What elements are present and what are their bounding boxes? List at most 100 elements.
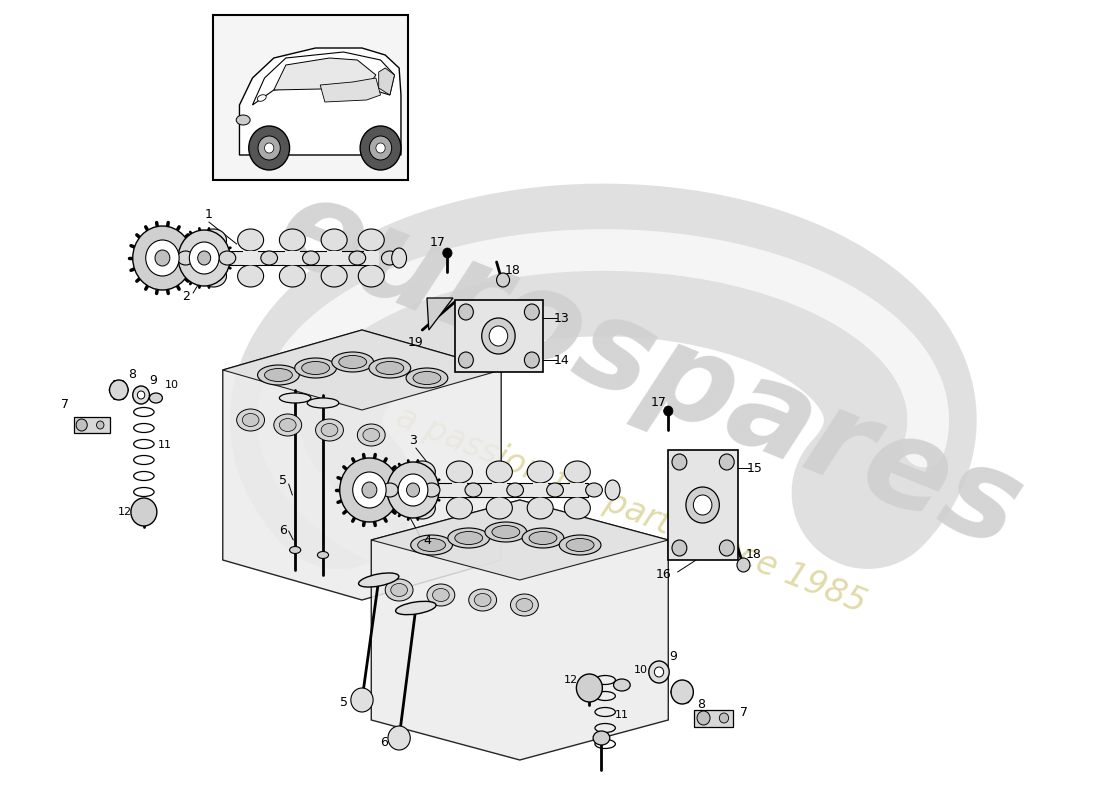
Text: 17: 17: [430, 237, 446, 250]
Circle shape: [155, 250, 169, 266]
Bar: [452, 483, 466, 497]
Ellipse shape: [516, 598, 532, 611]
Ellipse shape: [522, 528, 564, 548]
Circle shape: [76, 419, 87, 431]
Circle shape: [459, 304, 473, 320]
Ellipse shape: [274, 414, 301, 436]
Circle shape: [576, 674, 603, 702]
Circle shape: [693, 495, 712, 515]
Circle shape: [697, 711, 710, 725]
Ellipse shape: [485, 522, 527, 542]
Text: 12: 12: [564, 675, 578, 685]
Circle shape: [387, 462, 439, 518]
Ellipse shape: [432, 589, 449, 602]
Circle shape: [525, 352, 539, 368]
Ellipse shape: [474, 594, 491, 606]
Ellipse shape: [376, 362, 404, 374]
Text: 19: 19: [408, 335, 424, 349]
Circle shape: [376, 143, 385, 153]
Ellipse shape: [257, 94, 266, 102]
Ellipse shape: [279, 229, 306, 251]
Ellipse shape: [605, 480, 620, 500]
Bar: [669, 450, 738, 560]
Polygon shape: [253, 52, 395, 105]
Ellipse shape: [406, 368, 448, 388]
Polygon shape: [427, 298, 453, 330]
Ellipse shape: [257, 365, 299, 385]
Polygon shape: [320, 78, 381, 102]
Ellipse shape: [321, 229, 348, 251]
Circle shape: [264, 143, 274, 153]
Text: 3: 3: [409, 434, 417, 446]
Ellipse shape: [492, 526, 520, 538]
Ellipse shape: [316, 419, 343, 441]
Circle shape: [131, 498, 157, 526]
Ellipse shape: [200, 265, 227, 287]
Circle shape: [654, 667, 663, 677]
Ellipse shape: [339, 355, 366, 369]
Bar: [327, 251, 342, 265]
Circle shape: [370, 136, 392, 160]
Circle shape: [145, 240, 179, 276]
Text: 18: 18: [505, 263, 520, 277]
Polygon shape: [378, 68, 395, 95]
Bar: [243, 251, 258, 265]
Ellipse shape: [527, 461, 553, 483]
Text: 4: 4: [424, 534, 431, 546]
Ellipse shape: [410, 535, 452, 555]
Ellipse shape: [358, 424, 385, 446]
Polygon shape: [223, 330, 502, 410]
Ellipse shape: [236, 115, 250, 125]
Ellipse shape: [318, 551, 329, 558]
Circle shape: [719, 454, 734, 470]
Ellipse shape: [261, 251, 277, 265]
Bar: [415, 483, 430, 497]
Text: 10: 10: [634, 665, 648, 675]
Bar: [393, 483, 587, 497]
Bar: [206, 251, 221, 265]
Circle shape: [97, 421, 104, 429]
Circle shape: [442, 248, 452, 258]
Ellipse shape: [279, 418, 296, 431]
Ellipse shape: [392, 248, 407, 268]
Text: 8: 8: [128, 369, 135, 382]
Ellipse shape: [238, 265, 264, 287]
Text: 18: 18: [746, 549, 761, 562]
Bar: [213, 15, 408, 180]
Ellipse shape: [527, 497, 553, 519]
Circle shape: [353, 472, 386, 508]
Circle shape: [496, 273, 509, 287]
Ellipse shape: [510, 594, 538, 616]
Bar: [75, 417, 110, 433]
Ellipse shape: [593, 731, 609, 745]
Circle shape: [362, 482, 377, 498]
Text: 9: 9: [150, 374, 157, 386]
Circle shape: [133, 386, 150, 404]
Text: a passion for parts since 1985: a passion for parts since 1985: [392, 400, 871, 620]
Polygon shape: [223, 330, 502, 600]
Circle shape: [340, 458, 399, 522]
Ellipse shape: [529, 531, 557, 545]
Text: 17: 17: [651, 395, 667, 409]
Ellipse shape: [295, 358, 337, 378]
Text: 8: 8: [696, 698, 705, 711]
Text: 9: 9: [669, 650, 676, 663]
Text: 15: 15: [747, 462, 762, 474]
Ellipse shape: [390, 583, 407, 597]
Circle shape: [459, 352, 473, 368]
Circle shape: [719, 540, 734, 556]
Bar: [570, 483, 585, 497]
Text: 1: 1: [205, 209, 212, 222]
Ellipse shape: [301, 362, 330, 374]
Circle shape: [360, 126, 401, 170]
Circle shape: [407, 483, 419, 497]
Circle shape: [663, 406, 673, 416]
Circle shape: [138, 391, 145, 399]
Ellipse shape: [427, 584, 454, 606]
Ellipse shape: [349, 251, 365, 265]
Ellipse shape: [454, 531, 483, 545]
Ellipse shape: [465, 483, 482, 497]
Ellipse shape: [547, 483, 563, 497]
Text: eurospares: eurospares: [261, 166, 1038, 574]
Ellipse shape: [447, 461, 472, 483]
